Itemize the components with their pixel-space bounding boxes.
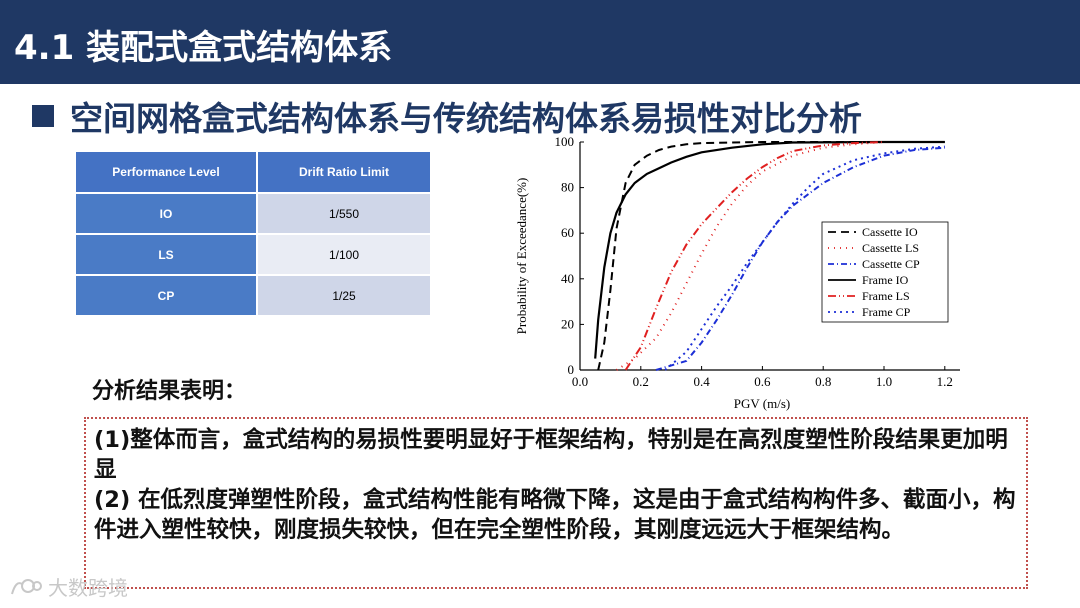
table-row: IO 1/550 [74,192,432,235]
legend-entry: Frame CP [862,305,911,319]
analysis-paragraph-1: (1)整体而言，盒式结构的易损性要明显好于框架结构，特别是在高烈度塑性阶段结果更… [94,427,1008,483]
y-tick-label: 20 [561,316,574,331]
watermark-text: 大数跨境 [48,576,128,600]
header-drift-ratio-limit: Drift Ratio Limit [256,150,432,194]
section-heading: 空间网格盒式结构体系与传统结构体系易损性对比分析 [32,94,862,138]
square-bullet-icon [32,105,54,127]
legend-entry: Frame LS [862,289,910,303]
x-tick-label: 0.6 [754,374,771,389]
y-tick-label: 100 [555,134,575,149]
x-tick-label: 0.2 [633,374,649,389]
cell-limit: 1/550 [256,192,432,235]
cell-level: IO [74,192,258,235]
x-tick-label: 1.0 [876,374,892,389]
section-heading-text: 空间网格盒式结构体系与传统结构体系易损性对比分析 [70,99,862,138]
performance-table: Performance Level Drift Ratio Limit IO 1… [74,150,432,317]
series-line-frame-io [594,140,945,359]
fragility-curve-chart: 0.0 0.2 0.4 0.6 0.8 1.0 1.2 0 20 40 60 80 100 PGV (m/… [514,134,960,411]
y-tick-label: 0 [568,362,575,377]
cell-limit: 1/100 [256,233,432,276]
slide-header: 4.1 装配式盒式结构体系 [0,0,1080,84]
legend-entry: Frame IO [862,273,909,287]
analysis-title: 分析结果表明： [92,378,247,404]
series-line-cassette-io [597,141,945,371]
table-header-row: Performance Level Drift Ratio Limit [74,150,432,194]
y-tick-label: 40 [561,271,574,286]
series-line-frame-cp [664,145,945,371]
y-tick-label: 80 [561,180,574,195]
legend-entry: Cassette CP [862,257,920,271]
y-tick-label: 60 [561,225,574,240]
slide-title: 4.1 装配式盒式结构体系 [14,28,393,68]
cell-limit: 1/25 [256,274,432,317]
x-tick-label: 0.8 [815,374,831,389]
x-tick-label: 0.4 [693,374,710,389]
chart-legend [821,221,949,323]
series-line-frame-ls [624,141,885,371]
table-row: CP 1/25 [74,274,432,317]
y-axis-label: Probability of Exceedance(%) [514,178,529,335]
x-tick-label: 0.0 [572,374,588,389]
legend-entry: Cassette LS [862,241,919,255]
cell-level: LS [74,233,258,276]
x-tick-label: 1.2 [937,374,953,389]
legend-entry: Cassette IO [862,225,918,239]
table-row: LS 1/100 [74,233,432,276]
cell-level: CP [74,274,258,317]
watermark: 大数跨境 [8,572,128,601]
analysis-box: (1)整体而言，盒式结构的易损性要明显好于框架结构，特别是在高烈度塑性阶段结果更… [84,417,1028,589]
x-axis-label: PGV (m/s) [734,396,790,411]
watermark-logo-icon [11,578,42,594]
analysis-paragraph-2: (2) 在低烈度弹塑性阶段，盒式结构性能有略微下降，这是由于盒式结构构件多、截面… [94,487,1016,543]
header-performance-level: Performance Level [74,150,258,194]
